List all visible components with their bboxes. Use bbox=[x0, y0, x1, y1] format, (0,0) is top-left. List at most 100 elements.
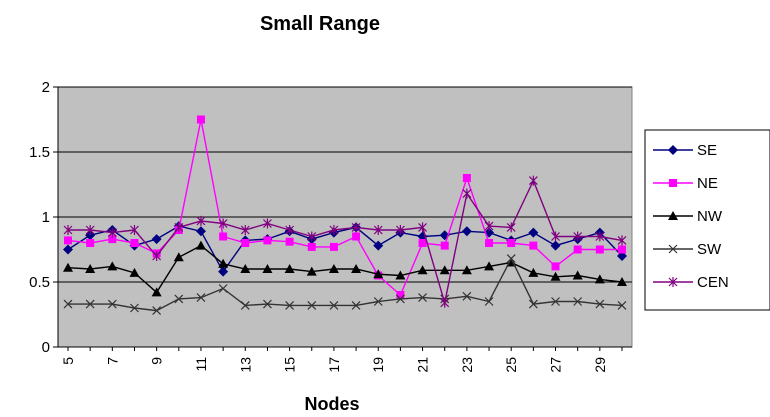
data-point bbox=[86, 239, 95, 247]
data-point bbox=[373, 297, 383, 306]
legend-label: SE bbox=[697, 142, 717, 159]
data-point bbox=[595, 245, 604, 254]
data-point bbox=[529, 241, 538, 250]
chart-title: Small Range bbox=[260, 13, 380, 35]
data-point bbox=[595, 299, 605, 309]
y-axis-ticks: 0 0.5 1 1.5 2 bbox=[29, 79, 59, 356]
y-tick-label: 1.5 bbox=[29, 144, 50, 161]
data-point bbox=[462, 188, 472, 199]
data-point bbox=[617, 300, 627, 310]
data-point bbox=[329, 300, 339, 310]
data-point bbox=[418, 239, 427, 247]
data-point bbox=[174, 294, 184, 304]
data-point bbox=[506, 222, 516, 233]
legend-label: NE bbox=[697, 175, 718, 192]
data-point bbox=[373, 240, 384, 251]
data-point bbox=[284, 264, 295, 273]
legend-marker bbox=[668, 244, 678, 254]
data-point bbox=[617, 277, 627, 286]
data-point bbox=[594, 274, 605, 284]
data-point bbox=[130, 239, 139, 247]
data-point bbox=[218, 258, 229, 268]
data-point bbox=[573, 231, 583, 242]
x-tick-label: 25 bbox=[503, 357, 519, 373]
legend-label: NW bbox=[697, 208, 723, 225]
data-point bbox=[351, 222, 361, 233]
x-tick-label: 21 bbox=[415, 357, 431, 373]
series-sw bbox=[63, 254, 627, 316]
data-point bbox=[219, 232, 228, 241]
data-point bbox=[573, 297, 583, 306]
series-line bbox=[68, 257, 623, 312]
data-point bbox=[506, 254, 516, 264]
data-point bbox=[63, 262, 73, 272]
y-tick-label: 0 bbox=[42, 339, 50, 356]
data-point bbox=[396, 291, 405, 299]
legend-item: SW bbox=[653, 241, 722, 258]
data-point bbox=[241, 239, 250, 247]
data-point bbox=[63, 299, 73, 309]
data-point bbox=[240, 264, 251, 273]
data-point bbox=[130, 225, 139, 235]
legend-marker bbox=[668, 211, 678, 220]
data-point bbox=[373, 269, 384, 279]
legend-marker bbox=[668, 277, 678, 287]
data-point bbox=[196, 215, 206, 226]
data-point bbox=[262, 264, 273, 273]
legend: SE NE NW SW CEN bbox=[644, 129, 770, 311]
data-point bbox=[218, 266, 229, 277]
y-tick-label: 1 bbox=[42, 209, 50, 226]
data-point bbox=[373, 225, 383, 235]
x-tick-label: 23 bbox=[459, 357, 475, 373]
data-point bbox=[551, 297, 560, 306]
series-ne bbox=[64, 115, 626, 299]
data-point bbox=[173, 252, 184, 262]
data-point bbox=[85, 264, 96, 273]
data-point bbox=[439, 265, 450, 275]
data-point bbox=[306, 266, 317, 276]
legend-marker bbox=[668, 145, 678, 155]
data-point bbox=[485, 239, 494, 247]
legend-item: NW bbox=[653, 208, 723, 225]
data-point bbox=[550, 271, 561, 281]
data-point bbox=[595, 231, 605, 242]
data-point bbox=[417, 265, 428, 275]
data-point bbox=[528, 267, 539, 277]
data-point bbox=[461, 265, 472, 275]
data-point bbox=[195, 240, 206, 250]
data-point bbox=[440, 297, 450, 308]
data-point bbox=[263, 299, 272, 309]
data-point bbox=[285, 237, 294, 246]
data-point bbox=[285, 300, 295, 310]
data-point bbox=[130, 303, 139, 313]
data-point bbox=[528, 175, 538, 186]
data-point bbox=[418, 293, 427, 303]
data-point bbox=[507, 239, 516, 247]
x-tick-label: 7 bbox=[104, 357, 120, 365]
data-point bbox=[151, 234, 162, 245]
x-tick-label: 9 bbox=[149, 357, 165, 365]
y-tick-label: 0.5 bbox=[29, 274, 50, 291]
data-point bbox=[63, 225, 73, 235]
data-point bbox=[329, 242, 338, 251]
data-point bbox=[462, 174, 471, 182]
data-point bbox=[440, 241, 449, 250]
y-tick-label: 2 bbox=[42, 79, 50, 96]
data-point bbox=[85, 299, 95, 309]
data-point bbox=[129, 267, 140, 277]
data-point bbox=[572, 270, 583, 280]
data-point bbox=[63, 244, 73, 255]
x-tick-label: 27 bbox=[548, 357, 564, 373]
data-point bbox=[195, 226, 206, 237]
legend-marker bbox=[669, 179, 677, 187]
data-point bbox=[85, 225, 95, 235]
legend-item: CEN bbox=[653, 274, 729, 291]
series-cen bbox=[63, 175, 627, 308]
data-point bbox=[484, 261, 495, 271]
x-tick-label: 19 bbox=[370, 357, 386, 373]
x-tick-label: 17 bbox=[326, 357, 342, 373]
data-point bbox=[395, 294, 405, 304]
x-tick-label: 29 bbox=[592, 357, 608, 373]
data-point bbox=[107, 261, 118, 271]
